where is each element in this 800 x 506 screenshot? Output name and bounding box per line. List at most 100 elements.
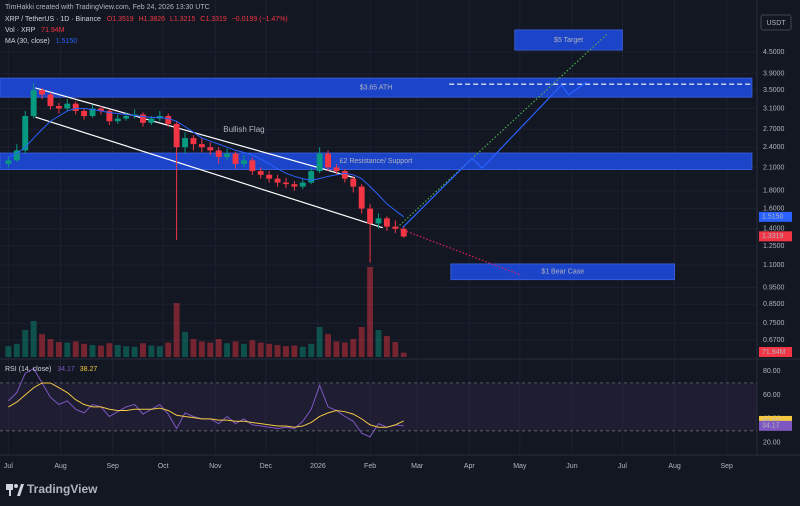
- candle-body: [190, 138, 197, 145]
- candle-body: [72, 103, 79, 111]
- rsi-label-box: [759, 420, 792, 431]
- volume-bar: [131, 346, 138, 357]
- volume-bar: [232, 341, 239, 357]
- candle-body: [207, 147, 214, 151]
- volume-bar: [182, 331, 188, 357]
- candle-body: [165, 115, 172, 124]
- volume-bar: [240, 343, 247, 357]
- volume-bar: [257, 342, 264, 357]
- trendline: [35, 116, 383, 229]
- y-tick-label: 1.4000: [763, 226, 785, 233]
- y-tick-label: 2.1000: [763, 164, 785, 171]
- volume-bar: [266, 343, 273, 357]
- currency[interactable]: USDT: [766, 20, 786, 27]
- volume-bar: [148, 345, 155, 357]
- volume-bar: [325, 334, 331, 357]
- volume-bar: [47, 339, 54, 357]
- candle-body: [5, 160, 12, 164]
- logo-mark: [17, 484, 24, 496]
- x-tick-label: Aug: [54, 463, 67, 470]
- trendline: [396, 32, 609, 229]
- candle-body: [308, 171, 315, 183]
- logo-mark: [14, 484, 18, 488]
- y-tick-label: 0.6700: [763, 337, 785, 344]
- volume-bar: [39, 334, 45, 357]
- candle-body: [55, 106, 62, 109]
- rsi-tick-label: 80.00: [763, 368, 781, 375]
- rsi-pane: [0, 367, 757, 438]
- price-label-box: [759, 211, 792, 222]
- candle-body: [350, 178, 357, 187]
- volume-bar: [5, 346, 12, 357]
- volume-bar: [333, 341, 340, 357]
- annotation-box: [0, 77, 753, 98]
- volume-bar: [165, 342, 172, 357]
- y-tick-label: 1.2500: [763, 243, 785, 250]
- candle-body: [81, 110, 88, 116]
- ohlc: O1.3519: [107, 16, 134, 23]
- x-tick-label: Aug: [668, 463, 681, 470]
- candle-body: [123, 115, 130, 119]
- rsi-ma-value: 38.27: [80, 366, 98, 373]
- volume-name: Vol · XRP: [5, 27, 36, 34]
- y-tick-label: 2.7000: [763, 126, 785, 133]
- ohlc: C1.3319: [200, 16, 227, 23]
- y-tick-label: 4.5000: [763, 49, 785, 56]
- x-tick-label: Apr: [464, 463, 476, 470]
- volume-bar: [114, 345, 121, 357]
- volume-bar: [72, 341, 79, 357]
- axes: Jul Aug Sep Oct Nov Dec 2026 Feb Mar Apr May Jun Jul…: [0, 0, 800, 470]
- x-tick-label: Feb: [364, 463, 376, 470]
- volume-bar: [156, 346, 163, 357]
- trendline: [402, 81, 587, 229]
- candle-body: [367, 208, 374, 224]
- volume-value: 71.94M: [41, 27, 65, 34]
- y-tick-label: 0.7500: [763, 320, 785, 327]
- candle-body: [375, 218, 382, 224]
- volume-bar: [249, 340, 256, 357]
- candle-body: [283, 182, 289, 185]
- candle-body: [64, 103, 71, 109]
- candle-body: [140, 114, 146, 123]
- volume-bar: [22, 330, 29, 357]
- volume-bar: [190, 339, 197, 357]
- candle-body: [97, 108, 104, 111]
- volume-bar: [299, 346, 306, 357]
- rsi-tick-label: 60.00: [763, 392, 781, 399]
- annotation-text: $3.65 ATH: [360, 84, 393, 91]
- x-tick-label: Sep: [720, 463, 733, 470]
- candle-body: [274, 178, 281, 183]
- currency-box[interactable]: [760, 14, 792, 31]
- volume-bar: [140, 343, 146, 357]
- y-tick-label: 3.5000: [763, 87, 785, 94]
- price-label-box: [759, 231, 792, 242]
- annotation-text: £2 Resistance/ Support: [340, 158, 413, 165]
- candle-body: [148, 118, 155, 123]
- x-tick-label: Oct: [158, 463, 169, 470]
- symbol-legend: XRP / TetherUS · 1D · Binance O1.3519 H1…: [5, 16, 288, 23]
- candle-body: [266, 174, 273, 179]
- volume-bar: [350, 339, 357, 357]
- rsi-label: 34.17: [762, 423, 780, 430]
- volume-bar: [308, 343, 315, 357]
- volume-bar: [30, 321, 37, 357]
- y-tick-label: 2.4000: [763, 144, 785, 151]
- candle-body: [173, 123, 180, 148]
- annotation-box: [450, 263, 675, 281]
- annotation-text: $5 Target: [554, 37, 583, 44]
- volume-legend: Vol · XRP 71.94M: [5, 27, 65, 34]
- candle-body: [22, 115, 29, 151]
- x-tick-label: Jul: [4, 463, 13, 470]
- volume-bar: [283, 346, 289, 357]
- ma-line: [8, 107, 405, 218]
- candle-body: [341, 171, 348, 179]
- price-label: 1.5150: [762, 214, 784, 221]
- ma-name: MA (30, close): [5, 38, 50, 45]
- volume-bar: [81, 343, 88, 357]
- volume-bar: [106, 343, 113, 357]
- change: −0.0199 (−1.47%): [232, 16, 288, 23]
- y-tick-label: 0.9500: [763, 284, 785, 291]
- candle-body: [299, 182, 306, 187]
- x-tick-label: Jun: [566, 463, 577, 470]
